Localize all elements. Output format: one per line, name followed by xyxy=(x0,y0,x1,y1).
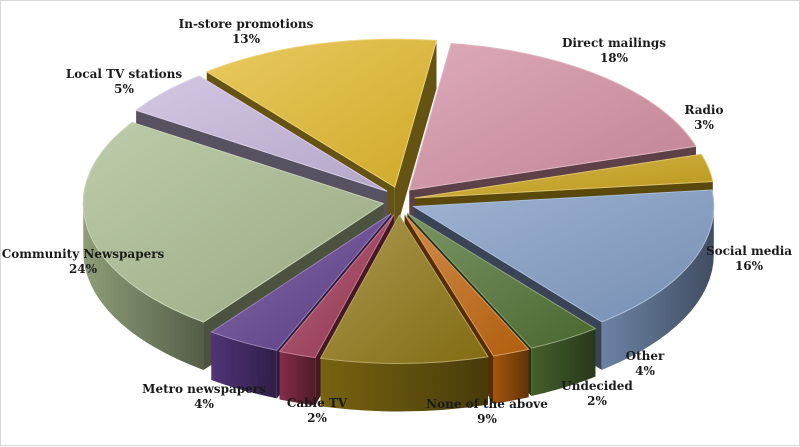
slice-top-in-store-promotions xyxy=(205,38,438,188)
slice-label-community-newspapers: Community Newspapers 24% xyxy=(2,247,165,277)
slice-rim xyxy=(320,356,488,412)
slice-top-social-media xyxy=(412,189,715,323)
slice-rim xyxy=(601,206,714,370)
slice-label-radio: Radio 3% xyxy=(685,103,724,133)
slice-name: Metro newspapers xyxy=(142,382,266,396)
slice-top-community-newspapers xyxy=(82,121,385,323)
slice-top-direct-mailings xyxy=(408,42,697,191)
slice-name: Undecided xyxy=(561,379,633,393)
slice-label-other: Other 4% xyxy=(626,349,665,379)
slice-percent: 13% xyxy=(231,32,261,46)
slice-percent: 2% xyxy=(587,394,607,408)
slice-name: In-store promotions xyxy=(178,17,314,31)
slice-name: Radio xyxy=(684,103,724,117)
slice-none-of-the-above xyxy=(319,214,489,412)
slice-percent: 2% xyxy=(307,411,327,425)
slice-cut-face xyxy=(394,40,437,236)
slice-percent: 18% xyxy=(599,51,629,65)
slice-top-local-tv-stations xyxy=(135,75,388,192)
slice-rim xyxy=(279,351,316,406)
slice-name: Community Newspapers xyxy=(1,247,165,261)
slice-label-direct-mailings: Direct mailings 18% xyxy=(562,36,666,66)
slice-rim xyxy=(493,349,529,404)
slice-name: Direct mailings xyxy=(562,36,666,50)
slice-top-other xyxy=(407,212,597,349)
slice-label-local-tv-stations: Local TV stations 5% xyxy=(66,67,182,97)
slice-label-metro-newspapers: Metro newspapers 4% xyxy=(142,382,266,412)
slice-percent: 9% xyxy=(477,412,497,426)
slice-top-radio xyxy=(414,153,714,199)
slice-rim xyxy=(531,328,596,397)
slice-top-none-of-the-above xyxy=(319,214,489,364)
slice-label-cable-tv: Cable TV 2% xyxy=(287,396,347,426)
slice-top-metro-newspapers xyxy=(210,213,392,351)
slice-percent: 24% xyxy=(68,262,98,276)
slice-label-in-store-promotions: In-store promotions 13% xyxy=(179,17,314,47)
slice-top-undecided xyxy=(404,214,530,357)
slice-percent: 5% xyxy=(114,82,134,96)
slice-label-undecided: Undecided 2% xyxy=(561,379,633,409)
slice-top-cable-tv xyxy=(278,214,395,358)
slice-label-social-media: Social media 16% xyxy=(706,244,792,274)
slice-rim xyxy=(83,203,204,371)
slice-percent: 4% xyxy=(635,364,655,378)
slice-rim xyxy=(211,332,277,399)
slice-name: None of the above xyxy=(426,397,548,411)
slice-percent: 16% xyxy=(734,259,764,273)
slice-name: Social media xyxy=(705,244,793,258)
slice-percent: 3% xyxy=(694,118,714,132)
slice-percent: 4% xyxy=(194,397,214,411)
slice-name: Local TV stations xyxy=(65,67,183,81)
slice-name: Cable TV xyxy=(286,396,348,410)
slice-label-none-of-the-above: None of the above 9% xyxy=(426,397,548,427)
slice-name: Other xyxy=(625,349,665,363)
